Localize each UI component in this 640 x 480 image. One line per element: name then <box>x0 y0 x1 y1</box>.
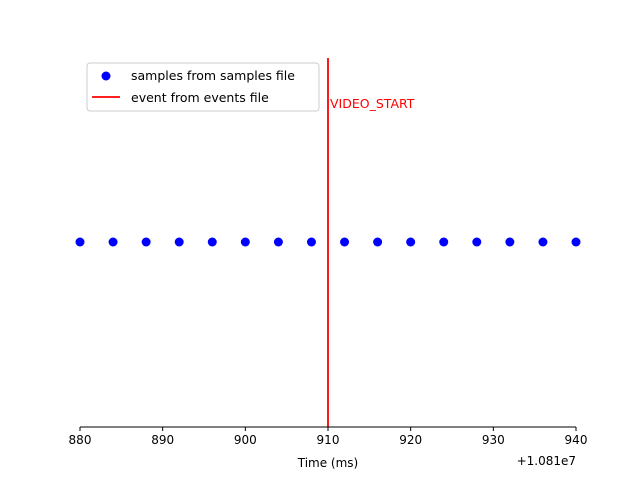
sample-point <box>571 237 581 247</box>
sample-point <box>306 237 316 247</box>
sample-point <box>472 237 482 247</box>
legend-label-event: event from events file <box>131 90 269 105</box>
sample-point <box>340 237 350 247</box>
legend-label-samples: samples from samples file <box>131 68 295 83</box>
event-lines: VIDEO_START <box>327 58 415 427</box>
sample-point <box>538 237 548 247</box>
x-tick-label: 920 <box>399 433 422 447</box>
sample-point <box>75 237 85 247</box>
sample-point <box>505 237 515 247</box>
sample-point <box>406 237 416 247</box>
sample-point <box>141 237 151 247</box>
event-annotation: VIDEO_START <box>330 96 415 111</box>
legend-box <box>86 62 320 112</box>
x-axis-label: Time (ms) <box>297 456 359 470</box>
x-axis-offset-label: +1.081e7 <box>517 454 576 468</box>
x-tick-label: 900 <box>234 433 257 447</box>
x-tick-label: 890 <box>151 433 174 447</box>
sample-point <box>174 237 184 247</box>
x-tick-label: 880 <box>69 433 92 447</box>
sample-point <box>240 237 250 247</box>
x-tick-label: 910 <box>317 433 340 447</box>
sample-point <box>273 237 283 247</box>
x-tick-label: 930 <box>482 433 505 447</box>
x-ticks: 880 890 900 910 920 930 940 <box>69 427 588 447</box>
x-tick-label: 940 <box>565 433 588 447</box>
legend: samples from samples file event from even… <box>86 62 320 112</box>
legend-marker-samples <box>101 71 111 81</box>
sample-point <box>439 237 449 247</box>
sample-markers <box>75 237 581 247</box>
sample-point <box>373 237 383 247</box>
sample-point <box>207 237 217 247</box>
sample-point <box>108 237 118 247</box>
